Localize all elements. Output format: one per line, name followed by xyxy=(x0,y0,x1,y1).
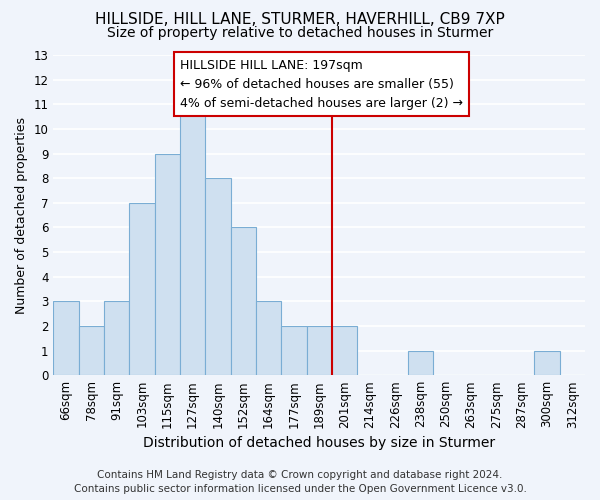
Bar xyxy=(53,302,79,375)
Y-axis label: Number of detached properties: Number of detached properties xyxy=(15,116,28,314)
Bar xyxy=(104,302,130,375)
Text: HILLSIDE, HILL LANE, STURMER, HAVERHILL, CB9 7XP: HILLSIDE, HILL LANE, STURMER, HAVERHILL,… xyxy=(95,12,505,28)
Bar xyxy=(230,228,256,375)
Bar xyxy=(205,178,230,375)
Bar xyxy=(332,326,357,375)
Bar xyxy=(180,104,205,375)
Bar xyxy=(408,350,433,375)
Bar xyxy=(79,326,104,375)
Text: HILLSIDE HILL LANE: 197sqm
← 96% of detached houses are smaller (55)
4% of semi-: HILLSIDE HILL LANE: 197sqm ← 96% of deta… xyxy=(180,58,463,110)
Text: Contains HM Land Registry data © Crown copyright and database right 2024.
Contai: Contains HM Land Registry data © Crown c… xyxy=(74,470,526,494)
Bar xyxy=(535,350,560,375)
Bar xyxy=(281,326,307,375)
X-axis label: Distribution of detached houses by size in Sturmer: Distribution of detached houses by size … xyxy=(143,436,495,450)
Text: Size of property relative to detached houses in Sturmer: Size of property relative to detached ho… xyxy=(107,26,493,40)
Bar xyxy=(307,326,332,375)
Bar xyxy=(256,302,281,375)
Bar xyxy=(130,203,155,375)
Bar xyxy=(155,154,180,375)
